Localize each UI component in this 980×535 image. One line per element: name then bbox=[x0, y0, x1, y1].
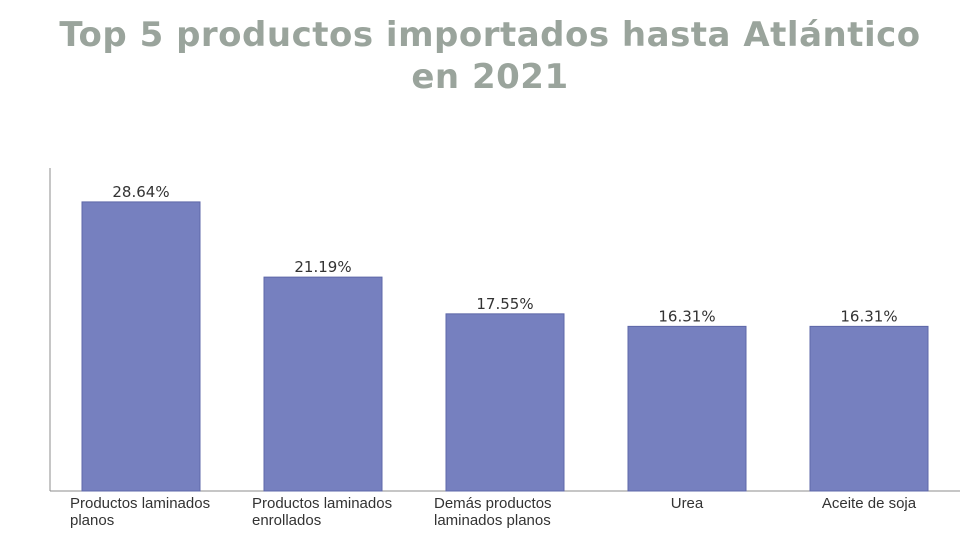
category-label-line: planos bbox=[70, 512, 114, 529]
chart-title: Top 5 productos importados hasta Atlánti… bbox=[59, 15, 921, 97]
data-label-1: 28.64% bbox=[112, 183, 169, 201]
category-label-line: Productos laminados bbox=[70, 495, 210, 512]
category-label-line: Productos laminados bbox=[252, 495, 392, 512]
category-label-line: Demás productos bbox=[434, 495, 552, 512]
bar-3 bbox=[445, 313, 565, 492]
data-label-5: 16.31% bbox=[840, 307, 897, 325]
bar-5 bbox=[809, 325, 929, 492]
category-label-5: Aceite de soja bbox=[822, 495, 917, 512]
category-label-1: Productos laminados planos bbox=[70, 495, 210, 529]
category-label-line: laminados planos bbox=[434, 512, 551, 529]
bar-4 bbox=[627, 325, 747, 492]
bar-1 bbox=[81, 201, 201, 492]
data-label-3: 17.55% bbox=[476, 295, 533, 313]
bar-2 bbox=[263, 276, 383, 492]
data-label-4: 16.31% bbox=[658, 307, 715, 325]
category-label-2: Productos laminados enrollados bbox=[252, 495, 392, 529]
data-label-2: 21.19% bbox=[294, 258, 351, 276]
category-label-4: Urea bbox=[671, 495, 704, 512]
category-label-line: enrollados bbox=[252, 512, 321, 529]
category-label-3: Demás productos laminados planos bbox=[434, 495, 552, 529]
